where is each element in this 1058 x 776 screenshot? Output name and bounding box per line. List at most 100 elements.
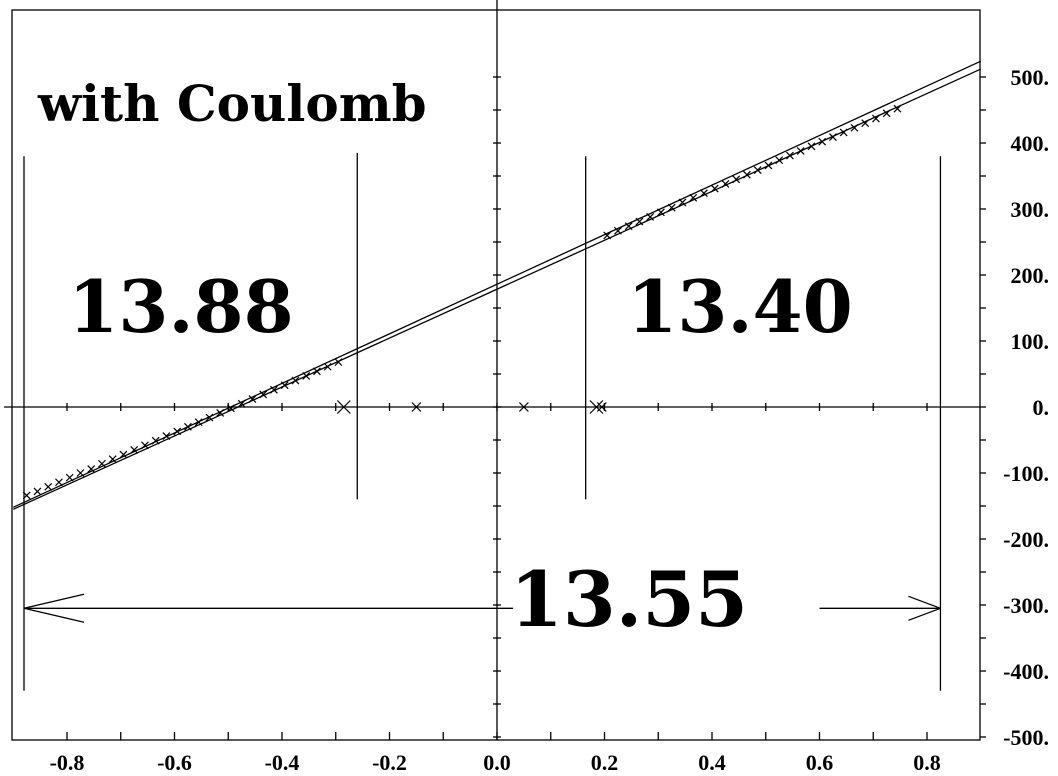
annotation-right: 13.40 bbox=[627, 264, 852, 349]
cross-stroke bbox=[98, 459, 106, 468]
cross-stroke bbox=[141, 441, 149, 450]
cross-stroke bbox=[786, 151, 794, 160]
range-arrow bbox=[819, 595, 941, 621]
data-point-left bbox=[291, 376, 300, 385]
data-point-right bbox=[646, 212, 655, 221]
cross-stroke bbox=[302, 372, 311, 380]
x-tick-label: 0.6 bbox=[806, 750, 834, 775]
data-point-right bbox=[861, 119, 870, 128]
cross-stroke bbox=[624, 222, 633, 231]
cross-stroke bbox=[850, 123, 859, 132]
data-point-right bbox=[839, 128, 848, 137]
cross-stroke bbox=[861, 119, 870, 128]
cross-stroke bbox=[893, 104, 902, 113]
data-point-right bbox=[872, 114, 880, 123]
cross-stroke bbox=[839, 128, 848, 137]
cross-stroke bbox=[882, 109, 891, 118]
cross-stroke bbox=[44, 482, 53, 491]
data-point-right bbox=[807, 142, 816, 151]
x-tick-label: -0.8 bbox=[50, 750, 85, 775]
cross-stroke bbox=[334, 358, 343, 367]
cross-stroke bbox=[775, 156, 784, 165]
data-point-right bbox=[775, 156, 784, 165]
cross-stroke bbox=[732, 175, 741, 184]
x-tick-label: 0.4 bbox=[698, 750, 726, 775]
x-tick-label: 0.8 bbox=[913, 750, 941, 775]
range-arrows bbox=[23, 593, 941, 623]
cross-stroke bbox=[227, 404, 235, 413]
data-point-right bbox=[829, 133, 837, 141]
arrow-head bbox=[908, 607, 941, 621]
y-tick-label: 500. bbox=[1011, 65, 1050, 90]
annotation-bottom: 13.55 bbox=[510, 555, 748, 644]
cross-stroke bbox=[130, 445, 139, 454]
cross-stroke bbox=[323, 362, 332, 371]
cross-stroke bbox=[119, 450, 128, 459]
cross-stroke bbox=[280, 381, 289, 390]
cross-stroke bbox=[689, 193, 698, 202]
plot-frame bbox=[11, 9, 981, 741]
cross-stroke bbox=[55, 478, 63, 487]
data-point-left bbox=[205, 413, 214, 422]
data-point-right bbox=[743, 170, 751, 179]
data-point-left bbox=[184, 422, 192, 431]
data-point-left bbox=[227, 404, 235, 413]
fit-line-0 bbox=[12, 60, 982, 508]
data-point-left bbox=[216, 409, 225, 417]
data-point-left bbox=[151, 436, 160, 445]
cross-stroke bbox=[76, 469, 85, 477]
data-point-right bbox=[786, 151, 794, 160]
cross-stroke bbox=[807, 142, 816, 151]
data-point-right bbox=[850, 123, 859, 132]
data-point-left bbox=[323, 362, 332, 371]
data-point-right bbox=[667, 203, 676, 212]
cross-stroke bbox=[667, 203, 676, 212]
data-point-left bbox=[302, 372, 311, 380]
data-point-left bbox=[194, 418, 203, 427]
y-tick-label: -200. bbox=[1003, 527, 1049, 552]
range-arrow bbox=[23, 593, 514, 623]
axis-cross-point bbox=[518, 402, 529, 412]
x-tick-label: 0.2 bbox=[591, 750, 619, 775]
data-point-right bbox=[614, 226, 622, 235]
fit-lines bbox=[12, 60, 982, 510]
axis-cross-point bbox=[336, 400, 351, 414]
data-point-right bbox=[689, 193, 698, 202]
x-tick-label: -0.6 bbox=[157, 750, 192, 775]
data-point-right bbox=[657, 208, 665, 217]
data-point-right bbox=[721, 179, 730, 188]
data-point-right bbox=[796, 146, 805, 155]
data-point-right bbox=[635, 217, 644, 226]
tick-labels: -0.8 -0.6 -0.4 -0.2 0.0 0.2 0.4 0.6 0.8 500. 400. 3… bbox=[50, 65, 1049, 775]
arrow-head bbox=[23, 607, 85, 623]
data-point-left bbox=[248, 395, 257, 404]
cross-stroke bbox=[721, 179, 730, 188]
arrow-head bbox=[908, 595, 941, 609]
cross-stroke bbox=[518, 402, 529, 412]
data-point-left bbox=[33, 487, 42, 496]
data-point-left bbox=[313, 367, 321, 376]
cross-stroke bbox=[678, 198, 687, 207]
data-point-left bbox=[334, 358, 343, 367]
cross-stroke bbox=[259, 390, 268, 399]
cross-stroke bbox=[313, 367, 321, 376]
x-tick-label: -0.4 bbox=[265, 750, 300, 775]
cross-stroke bbox=[87, 465, 96, 473]
cross-stroke bbox=[216, 409, 225, 417]
data-point-left bbox=[108, 455, 117, 464]
data-point-right bbox=[700, 189, 708, 198]
y-tick-label: 0. bbox=[1033, 395, 1050, 420]
data-markers bbox=[22, 104, 902, 500]
x-tick-label: 0.0 bbox=[483, 750, 511, 775]
cross-stroke bbox=[753, 166, 762, 174]
data-point-right bbox=[893, 104, 902, 113]
data-point-left bbox=[44, 482, 53, 491]
data-point-left bbox=[237, 399, 246, 408]
y-tick-label: 200. bbox=[1011, 263, 1050, 288]
cross-stroke bbox=[657, 208, 665, 217]
data-point-right bbox=[710, 184, 719, 193]
axis-cross-point bbox=[589, 400, 604, 414]
cross-stroke bbox=[589, 400, 604, 414]
